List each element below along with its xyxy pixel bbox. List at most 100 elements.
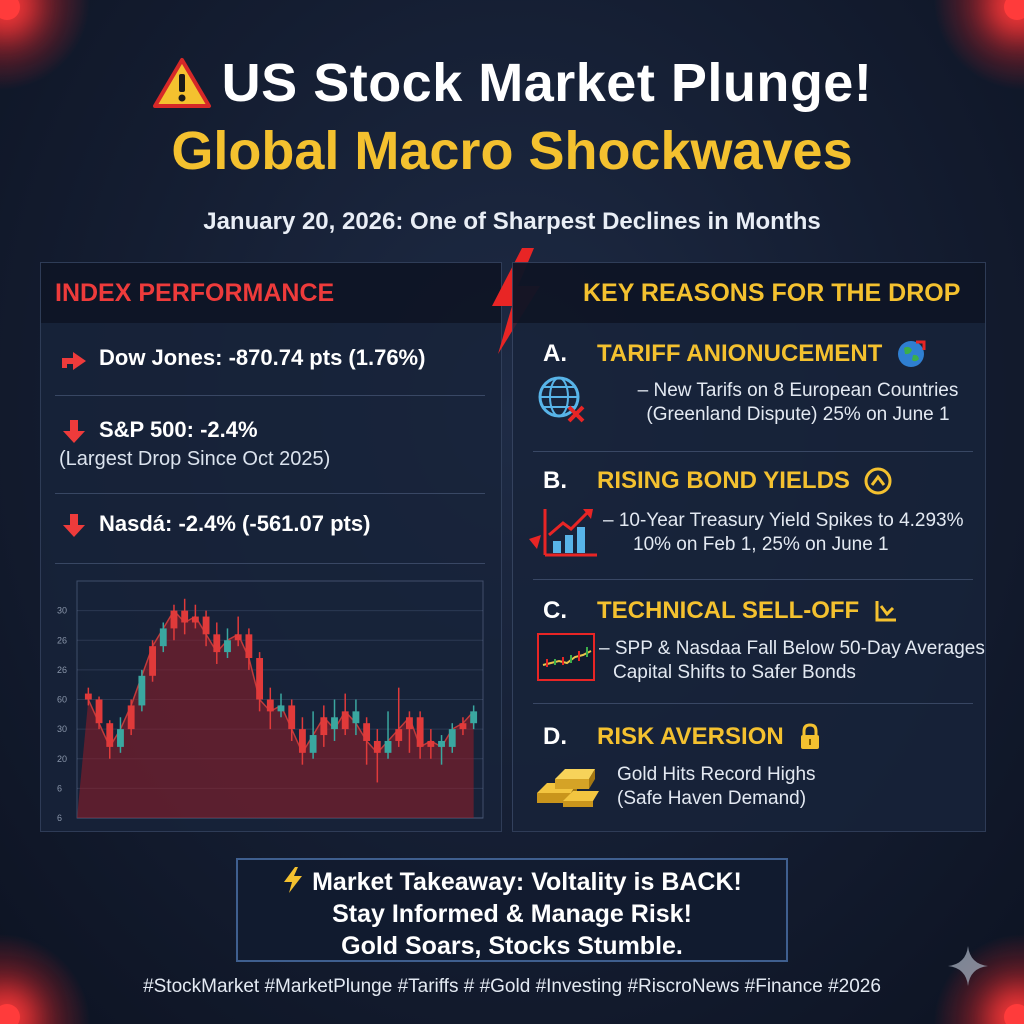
reason-risk-aversion: D. RISK AVERSION Gold Hits Record Highs (… [537,723,983,809]
candle-body [427,740,435,747]
candle-body [320,717,328,736]
y-tick-label: 6 [57,813,62,823]
gold-bars-icon [537,769,599,807]
key-reasons-panel: KEY REASONS FOR THE DROP A. TARIFF ANIONU… [512,262,986,832]
mini-chart-icon [537,633,595,681]
candle-body [395,729,403,741]
reason-title: RISING BOND YIELDS [597,467,850,494]
corner-glow [0,1004,20,1024]
candle-body [341,711,349,730]
lightning-icon [284,867,303,893]
index-panel-heading: INDEX PERFORMANCE [41,263,501,323]
reason-tariff: A. TARIFF ANIONUCEMENT – New Tarifs on 8 … [538,339,983,425]
subtitle: January 20, 2026: One of Sharpest Declin… [203,208,821,235]
reason-bond-yields: B. RISING BOND YIELDS – 10-Year Treasury … [529,467,983,557]
trend-arrow-icon [62,352,86,371]
candle-body [202,616,210,635]
y-tick-label: 26 [57,635,67,645]
reason-title: TARIFF ANIONUCEMENT [597,340,883,367]
y-tick-label: 20 [57,754,67,764]
candle-body [331,717,338,730]
candle-body [159,628,167,647]
y-tick-label: 26 [57,665,67,675]
divider [533,451,973,452]
candle-body [95,699,103,724]
candle-body [138,675,146,706]
header: US Stock Market Plunge! Global Macro Sho… [0,52,1024,236]
candle-body [149,646,156,676]
takeaway-line-3: Gold Soars, Stocks Stumble. [341,932,683,960]
candle-body [288,705,296,730]
candle-body [170,610,178,629]
index-row-dow: Dow Jones: -870.74 pts (1.76%) [59,345,489,372]
index-row-sp500: S&P 500: -2.4% (Largest Drop Since Oct 2… [59,417,489,471]
corner-glow [1004,1004,1024,1024]
takeaway-line-2: Stay Informed & Manage Risk! [332,900,692,928]
candle-body [448,729,456,747]
y-tick-label: 60 [57,695,67,705]
corner-glow [1004,0,1024,20]
earth-icon [898,340,926,367]
candle-body [277,705,285,712]
divider [533,703,973,704]
sparkle-icon [948,946,988,986]
candle-body [352,711,360,724]
candle-body [117,729,124,747]
y-tick-label: 6 [57,783,62,793]
reason-title: TECHNICAL SELL-OFF [597,597,860,624]
lock-icon [800,723,819,749]
title-line-2: Global Macro Shockwaves [171,121,853,181]
reason-body: – New Tarifs on 8 European Countries (Gr… [637,380,959,425]
area-fill [77,610,474,818]
candle-body [234,634,242,641]
candle-body [256,658,264,700]
candle-body [213,634,221,653]
hashtags: #StockMarket #MarketPlunge #Tariffs # #G… [143,976,881,997]
candle-body [84,693,92,700]
index-row-note: (Largest Drop Since Oct 2025) [59,448,331,471]
index-performance-panel: INDEX PERFORMANCE Dow Jones: -870.74 pts… [40,262,502,832]
candle-body [127,705,135,730]
candle-body [298,729,306,753]
down-arrow-icon [63,420,85,444]
candle-body [245,634,253,659]
candle-body [363,723,371,741]
candle-body [266,699,274,712]
corner-glow [0,0,20,20]
candle-body [224,640,231,653]
divider [55,563,485,564]
chart-trend-icon [875,601,897,622]
candle-body [416,717,424,747]
divider [533,579,973,580]
globe-cross-icon [538,376,585,423]
divider [55,493,485,494]
candle-body [181,610,189,623]
down-arrow-icon [63,514,85,538]
candle-body [106,723,114,747]
rising-chart-icon [529,509,597,557]
candle-body [384,740,392,753]
reason-body: – 10-Year Treasury Yield Spikes to 4.293… [603,510,964,555]
candle-body [373,740,381,753]
candlestick-chart: 6 6 20 30 60 26 26 30 [57,580,484,823]
reasons-panel-heading: KEY REASONS FOR THE DROP [513,263,985,323]
candle-body [309,735,317,753]
divider [55,395,485,396]
candle-body [470,711,478,724]
y-tick-label: 30 [57,606,67,616]
up-chevron-icon [864,467,892,495]
candle-body [438,740,445,747]
takeaway-line-1: Market Takeaway: Voltality is BACK! [238,866,786,898]
candle-body [406,717,413,730]
y-tick-label: 30 [57,724,67,734]
reason-body: Gold Hits Record Highs (Safe Haven Deman… [617,764,816,809]
reason-body: – SPP & Nasdaa Fall Below 50-Day Average… [599,638,985,683]
reason-technical: C. TECHNICAL SELL-OFF – SPP & Nasdaa Fall… [537,597,985,683]
candle-body [459,723,467,730]
reason-title: RISK AVERSION [597,723,784,750]
warning-icon [152,58,211,108]
title-line-1: US Stock Market Plunge! [0,52,1024,114]
candle-body [191,616,199,623]
market-takeaway-box: Market Takeaway: Voltality is BACK! Stay… [236,858,788,962]
index-row-nasdaq: Nasdá: -2.4% (-561.07 pts) [59,511,489,538]
